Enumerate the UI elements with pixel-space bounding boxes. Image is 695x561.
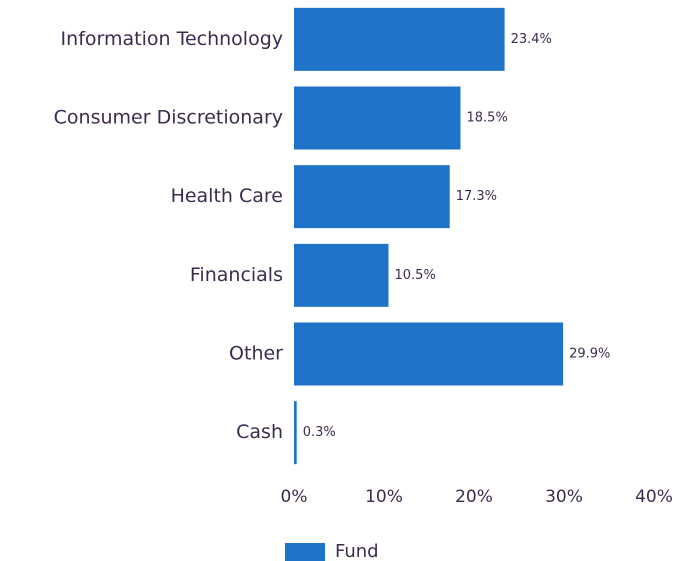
y-tick-label: Consumer Discretionary [54, 107, 283, 129]
bar [294, 322, 564, 386]
legend-swatch [285, 543, 325, 561]
x-tick-label: 40% [635, 487, 673, 507]
x-tick-label: 10% [365, 487, 403, 507]
legend-label: Fund [335, 541, 379, 561]
bar [294, 243, 389, 307]
bar [294, 401, 297, 465]
y-tick-label: Health Care [171, 185, 283, 207]
bar [294, 165, 450, 229]
data-label: 0.3% [303, 425, 336, 440]
bar [294, 86, 461, 150]
y-tick-label: Cash [236, 421, 283, 443]
y-tick-label: Other [229, 343, 283, 365]
data-label: 10.5% [395, 268, 436, 283]
y-tick-label: Financials [190, 264, 283, 286]
data-label: 29.9% [569, 347, 610, 362]
x-tick-label: 20% [455, 487, 493, 507]
x-tick-label: 0% [281, 487, 308, 507]
data-label: 17.3% [456, 189, 497, 204]
bar [294, 7, 505, 71]
y-tick-label: Information Technology [61, 28, 283, 50]
x-tick-label: 30% [545, 487, 583, 507]
data-label: 23.4% [511, 32, 552, 47]
data-label: 18.5% [467, 111, 508, 126]
